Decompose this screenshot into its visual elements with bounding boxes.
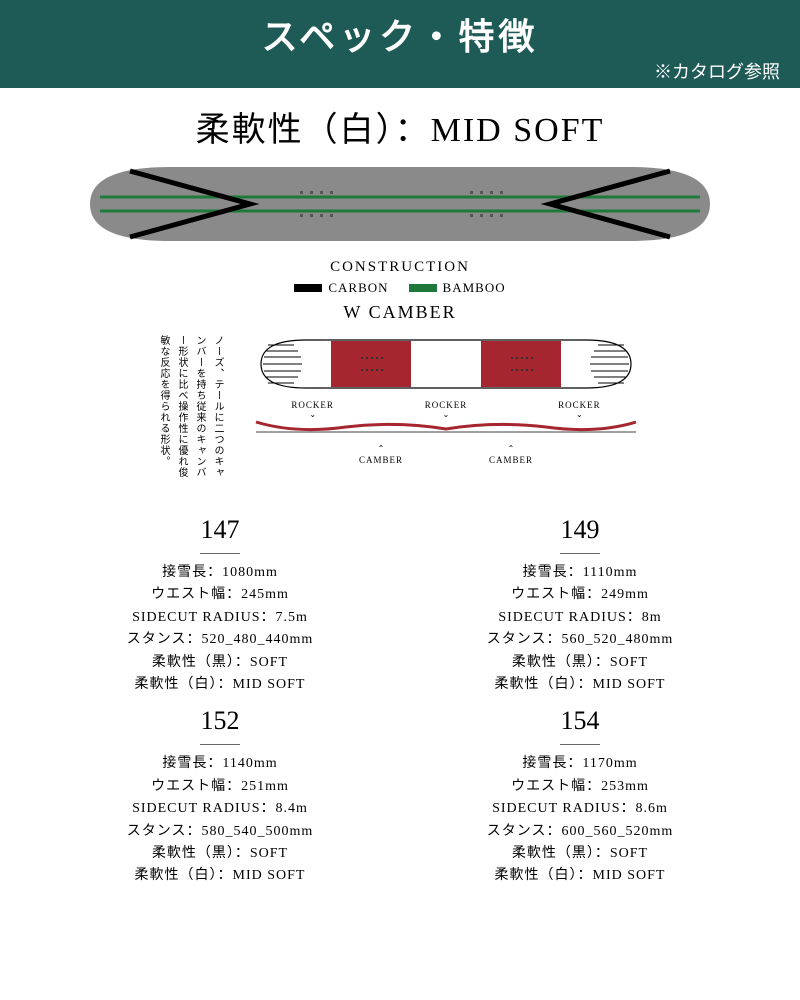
spec-block-149: 149 接雪長：1110mm ウエスト幅：249mm SIDECUT RADIU… <box>420 515 740 696</box>
spec-row: ウエスト幅：249mm <box>420 584 740 606</box>
spec-row: ウエスト幅：245mm <box>60 584 380 606</box>
legend-label-carbon: CARBON <box>328 280 388 296</box>
rocker-label: ROCKER <box>291 400 334 410</box>
spec-row: ウエスト幅：251mm <box>60 776 380 798</box>
camber-diagram: ROCKER ROCKER ROCKER ⌄⌄⌄ ⌃⌃ CAMBER CAMBE… <box>246 335 646 465</box>
header-subtitle: ※カタログ参照 <box>10 58 790 84</box>
spec-row: SIDECUT RADIUS：8.4m <box>60 798 380 820</box>
header: スペック・特徴 ※カタログ参照 <box>0 0 800 88</box>
specs-grid: 147 接雪長：1080mm ウエスト幅：245mm SIDECUT RADIU… <box>0 495 800 888</box>
camber-arrows: ⌃⌃ <box>246 444 646 453</box>
legend-label-bamboo: BAMBOO <box>443 280 506 296</box>
spec-row: 柔軟性（白）：MID SOFT <box>420 674 740 696</box>
flex-label: 柔軟性（白）：MID SOFT <box>0 102 800 151</box>
camber-description: ノーズ、テールに二つのキャンバーを持ち従来のキャンバー形状に比べ操作性に優れ俊敏… <box>154 335 226 485</box>
spec-block-152: 152 接雪長：1140mm ウエスト幅：251mm SIDECUT RADIU… <box>60 706 380 887</box>
board-top-diagram <box>50 159 750 249</box>
arocker-arrows: ⌄⌄⌄ <box>246 410 646 419</box>
spec-row: 柔軟性（白）：MID SOFT <box>60 674 380 696</box>
spec-row: 柔軟性（黒）：SOFT <box>420 843 740 865</box>
spec-row: 柔軟性（黒）：SOFT <box>60 843 380 865</box>
spec-row: SIDECUT RADIUS：8m <box>420 607 740 629</box>
divider <box>560 744 600 745</box>
spec-row: 柔軟性（黒）：SOFT <box>420 652 740 674</box>
spec-row: 接雪長：1140mm <box>60 753 380 775</box>
spec-row: スタンス：520_480_440mm <box>60 629 380 651</box>
spec-row: 接雪長：1110mm <box>420 562 740 584</box>
spec-row: スタンス：580_540_500mm <box>60 821 380 843</box>
legend-item-carbon: CARBON <box>294 280 388 296</box>
divider <box>200 744 240 745</box>
spec-size: 152 <box>60 706 380 736</box>
camber-section: ノーズ、テールに二つのキャンバーを持ち従来のキャンバー形状に比べ操作性に優れ俊敏… <box>0 335 800 485</box>
rocker-label: ROCKER <box>425 400 468 410</box>
camber-profile <box>246 419 646 439</box>
swatch-carbon <box>294 284 322 292</box>
spec-row: ウエスト幅：253mm <box>420 776 740 798</box>
camber-label: CAMBER <box>359 455 403 465</box>
spec-row: 柔軟性（黒）：SOFT <box>60 652 380 674</box>
camber-label: CAMBER <box>489 455 533 465</box>
spec-block-154: 154 接雪長：1170mm ウエスト幅：253mm SIDECUT RADIU… <box>420 706 740 887</box>
rocker-labels: ROCKER ROCKER ROCKER <box>246 400 646 410</box>
camber-labels: CAMBER CAMBER <box>246 455 646 465</box>
construction-legend: CARBON BAMBOO <box>0 280 800 296</box>
spec-row: スタンス：560_520_480mm <box>420 629 740 651</box>
swatch-bamboo <box>409 284 437 292</box>
divider <box>560 553 600 554</box>
construction-title: CONSTRUCTION <box>0 259 800 276</box>
spec-row: スタンス：600_560_520mm <box>420 821 740 843</box>
spec-row: 接雪長：1080mm <box>60 562 380 584</box>
spec-row: SIDECUT RADIUS：8.6m <box>420 798 740 820</box>
spec-row: SIDECUT RADIUS：7.5m <box>60 607 380 629</box>
spec-row: 接雪長：1170mm <box>420 753 740 775</box>
divider <box>200 553 240 554</box>
legend-item-bamboo: BAMBOO <box>409 280 506 296</box>
spec-block-147: 147 接雪長：1080mm ウエスト幅：245mm SIDECUT RADIU… <box>60 515 380 696</box>
spec-row: 柔軟性（白）：MID SOFT <box>420 865 740 887</box>
spec-size: 154 <box>420 706 740 736</box>
header-title: スペック・特徴 <box>10 8 790 60</box>
camber-title: W CAMBER <box>0 302 800 323</box>
rocker-label: ROCKER <box>558 400 601 410</box>
spec-size: 149 <box>420 515 740 545</box>
spec-row: 柔軟性（白）：MID SOFT <box>60 865 380 887</box>
spec-size: 147 <box>60 515 380 545</box>
